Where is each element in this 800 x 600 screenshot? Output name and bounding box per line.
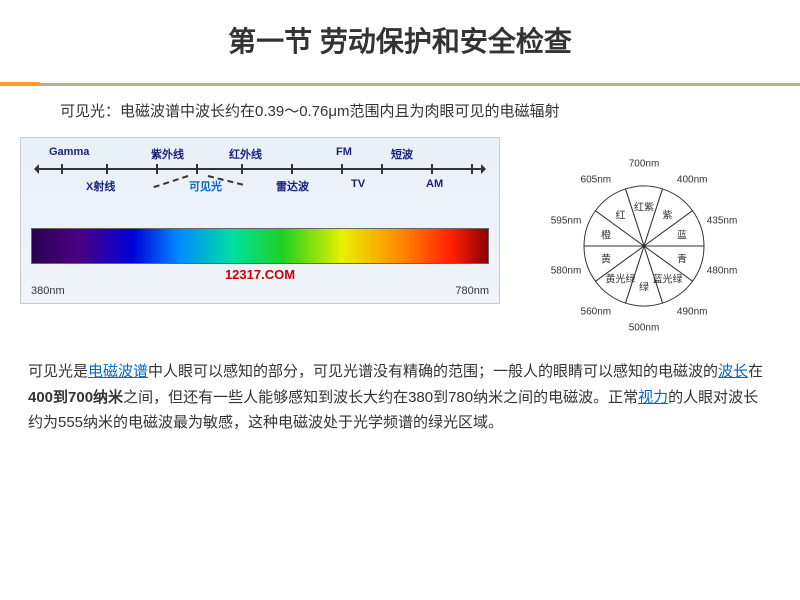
axis-label: 红外线 <box>229 146 262 162</box>
wheel-segment-nm: 605nm <box>581 174 612 185</box>
spectrum-range-labels: 380nm 780nm <box>31 282 489 297</box>
color-wheel-panel: 红紫 700nm 紫 400nm 蓝 435nm 青 480nm 蓝光绿 490nm 绿 500nm 黄… <box>508 137 780 341</box>
wheel-segment-name: 橙 <box>601 226 611 241</box>
axis-label: TV <box>351 178 365 190</box>
wheel-segment-nm: 480nm <box>707 266 738 277</box>
wheel-segment-nm: 700nm <box>629 159 660 170</box>
title-underline <box>0 82 800 86</box>
axis-line <box>37 168 483 170</box>
link-em-spectrum[interactable]: 电磁波谱 <box>88 363 148 380</box>
subtitle-text: 可见光：电磁波谱中波长约在0.39～0.76μm范围内且为肉眼可见的电磁辐射 <box>0 86 800 131</box>
wheel-segment-nm: 580nm <box>551 266 582 277</box>
wheel-segment-name: 蓝光绿 <box>653 271 683 286</box>
axis-label: Gamma <box>49 146 89 158</box>
diagram-row: Gamma 紫外线 红外线 FM 短波 X射线 可见光 雷达波 TV AM 12317.COM 3… <box>0 131 800 345</box>
em-spectrum-panel: Gamma 紫外线 红外线 FM 短波 X射线 可见光 雷达波 TV AM 12317.COM 3… <box>20 137 500 304</box>
link-vision[interactable]: 视力 <box>638 389 668 406</box>
text: 中人眼可以感知的部分，可见光谱没有精确的范围；一般人的眼睛可以感知的电磁波的 <box>148 363 718 380</box>
base-bar <box>40 83 800 86</box>
axis-label: 雷达波 <box>276 178 309 194</box>
wheel-segment-name: 黄光绿 <box>605 271 635 286</box>
axis-label: FM <box>336 146 352 158</box>
wheel-segment-name: 红紫 <box>634 199 654 214</box>
brand-text: 12317.COM <box>31 267 489 282</box>
text: 之间，但还有一些人能够感知到波长大约在380到780纳米之间的电磁波。正常 <box>123 389 638 406</box>
title-area: 第一节 劳动保护和安全检查 <box>0 0 800 70</box>
wheel-segment-name: 紫 <box>663 206 673 221</box>
wheel-segment-name: 绿 <box>639 279 649 294</box>
link-wavelength[interactable]: 波长 <box>718 363 748 380</box>
wheel-svg <box>549 151 739 341</box>
page-title: 第一节 劳动保护和安全检查 <box>0 20 800 60</box>
range-left: 380nm <box>31 285 65 297</box>
wheel-segment-nm: 595nm <box>551 215 582 226</box>
axis-label: AM <box>426 178 443 190</box>
axis-label: 可见光 <box>189 178 222 194</box>
wheel-segment-nm: 560nm <box>581 307 612 318</box>
wheel-segment-name: 黄 <box>601 251 611 266</box>
wheel-segment-nm: 435nm <box>707 215 738 226</box>
range-right: 780nm <box>455 285 489 297</box>
text: 在 <box>748 363 763 380</box>
wheel-segment-name: 红 <box>615 206 625 221</box>
spectrum-axis: Gamma 紫外线 红外线 FM 短波 X射线 可见光 雷达波 TV AM <box>31 146 489 198</box>
wheel-segment-name: 蓝 <box>677 226 687 241</box>
accent-bar <box>0 82 40 86</box>
visible-spectrum-band <box>31 228 489 264</box>
axis-label: 短波 <box>391 146 413 162</box>
wheel-segment-nm: 490nm <box>677 307 708 318</box>
color-wheel: 红紫 700nm 紫 400nm 蓝 435nm 青 480nm 蓝光绿 490nm 绿 500nm 黄… <box>549 151 739 341</box>
wheel-segment-nm: 500nm <box>629 323 660 334</box>
wheel-segment-name: 青 <box>677 251 687 266</box>
text: 可见光是 <box>28 363 88 380</box>
axis-label: X射线 <box>86 178 115 194</box>
axis-label: 紫外线 <box>151 146 184 162</box>
body-paragraph: 可见光是电磁波谱中人眼可以感知的部分，可见光谱没有精确的范围；一般人的眼睛可以感… <box>0 345 800 436</box>
bold-range: 400到700纳米 <box>28 389 123 406</box>
wheel-segment-nm: 400nm <box>677 174 708 185</box>
